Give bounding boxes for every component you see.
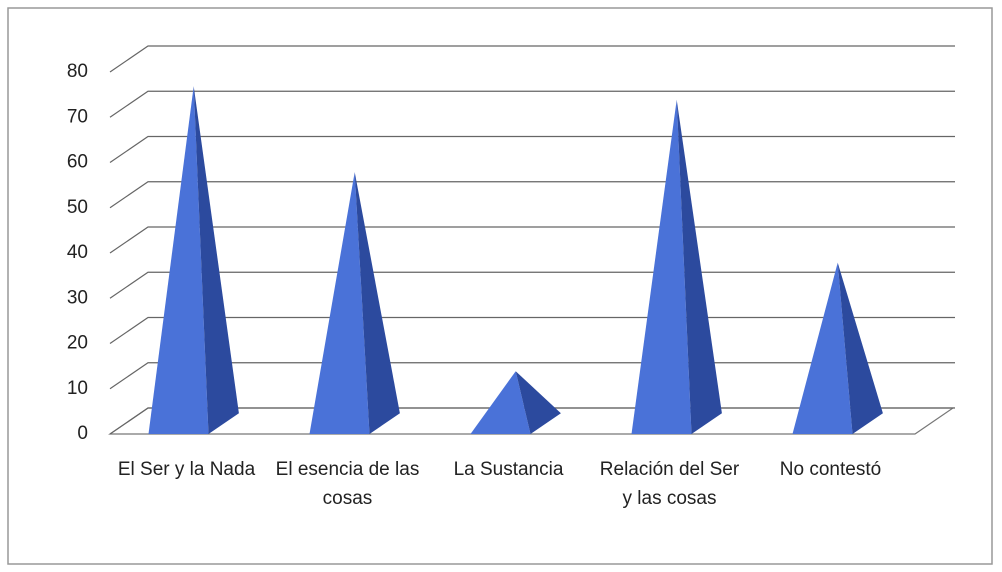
pyramid — [631, 99, 722, 434]
pyramid — [470, 371, 561, 434]
grid-line — [109, 135, 955, 163]
y-tick-label: 40 — [67, 242, 88, 263]
x-tick-label: El Ser y la Nada — [117, 459, 256, 480]
y-tick-label: 10 — [67, 378, 88, 399]
x-tick-label: Relación del Ser y las cosas — [599, 459, 740, 509]
pyramid-side — [837, 262, 883, 434]
grid-line — [109, 90, 955, 118]
y-tick-label: 30 — [67, 287, 88, 308]
pyramid-side — [676, 99, 722, 434]
y-tick-label: 50 — [67, 197, 88, 218]
y-tick-label: 70 — [67, 106, 88, 127]
y-tick-label: 80 — [67, 61, 88, 82]
pyramid-front — [792, 262, 853, 434]
y-tick-label: 60 — [67, 152, 88, 173]
x-tick-label: La Sustancia — [453, 459, 564, 480]
pyramid-front — [631, 99, 692, 434]
pyramid — [309, 172, 400, 434]
pyramid-front — [148, 86, 209, 435]
y-tick-label: 20 — [67, 333, 88, 354]
pyramid — [148, 86, 239, 435]
pyramid-front — [470, 371, 531, 434]
pyramid — [792, 262, 883, 434]
x-tick-label: No contestó — [779, 459, 882, 480]
pyramid-side — [515, 371, 561, 434]
pyramid-side — [354, 172, 400, 434]
pyramid-front — [309, 172, 370, 434]
x-tick-label: El esencia de las cosas — [275, 459, 420, 509]
y-tick-label: 0 — [77, 423, 88, 444]
grid-line — [109, 45, 955, 73]
pyramid-side — [193, 86, 239, 435]
